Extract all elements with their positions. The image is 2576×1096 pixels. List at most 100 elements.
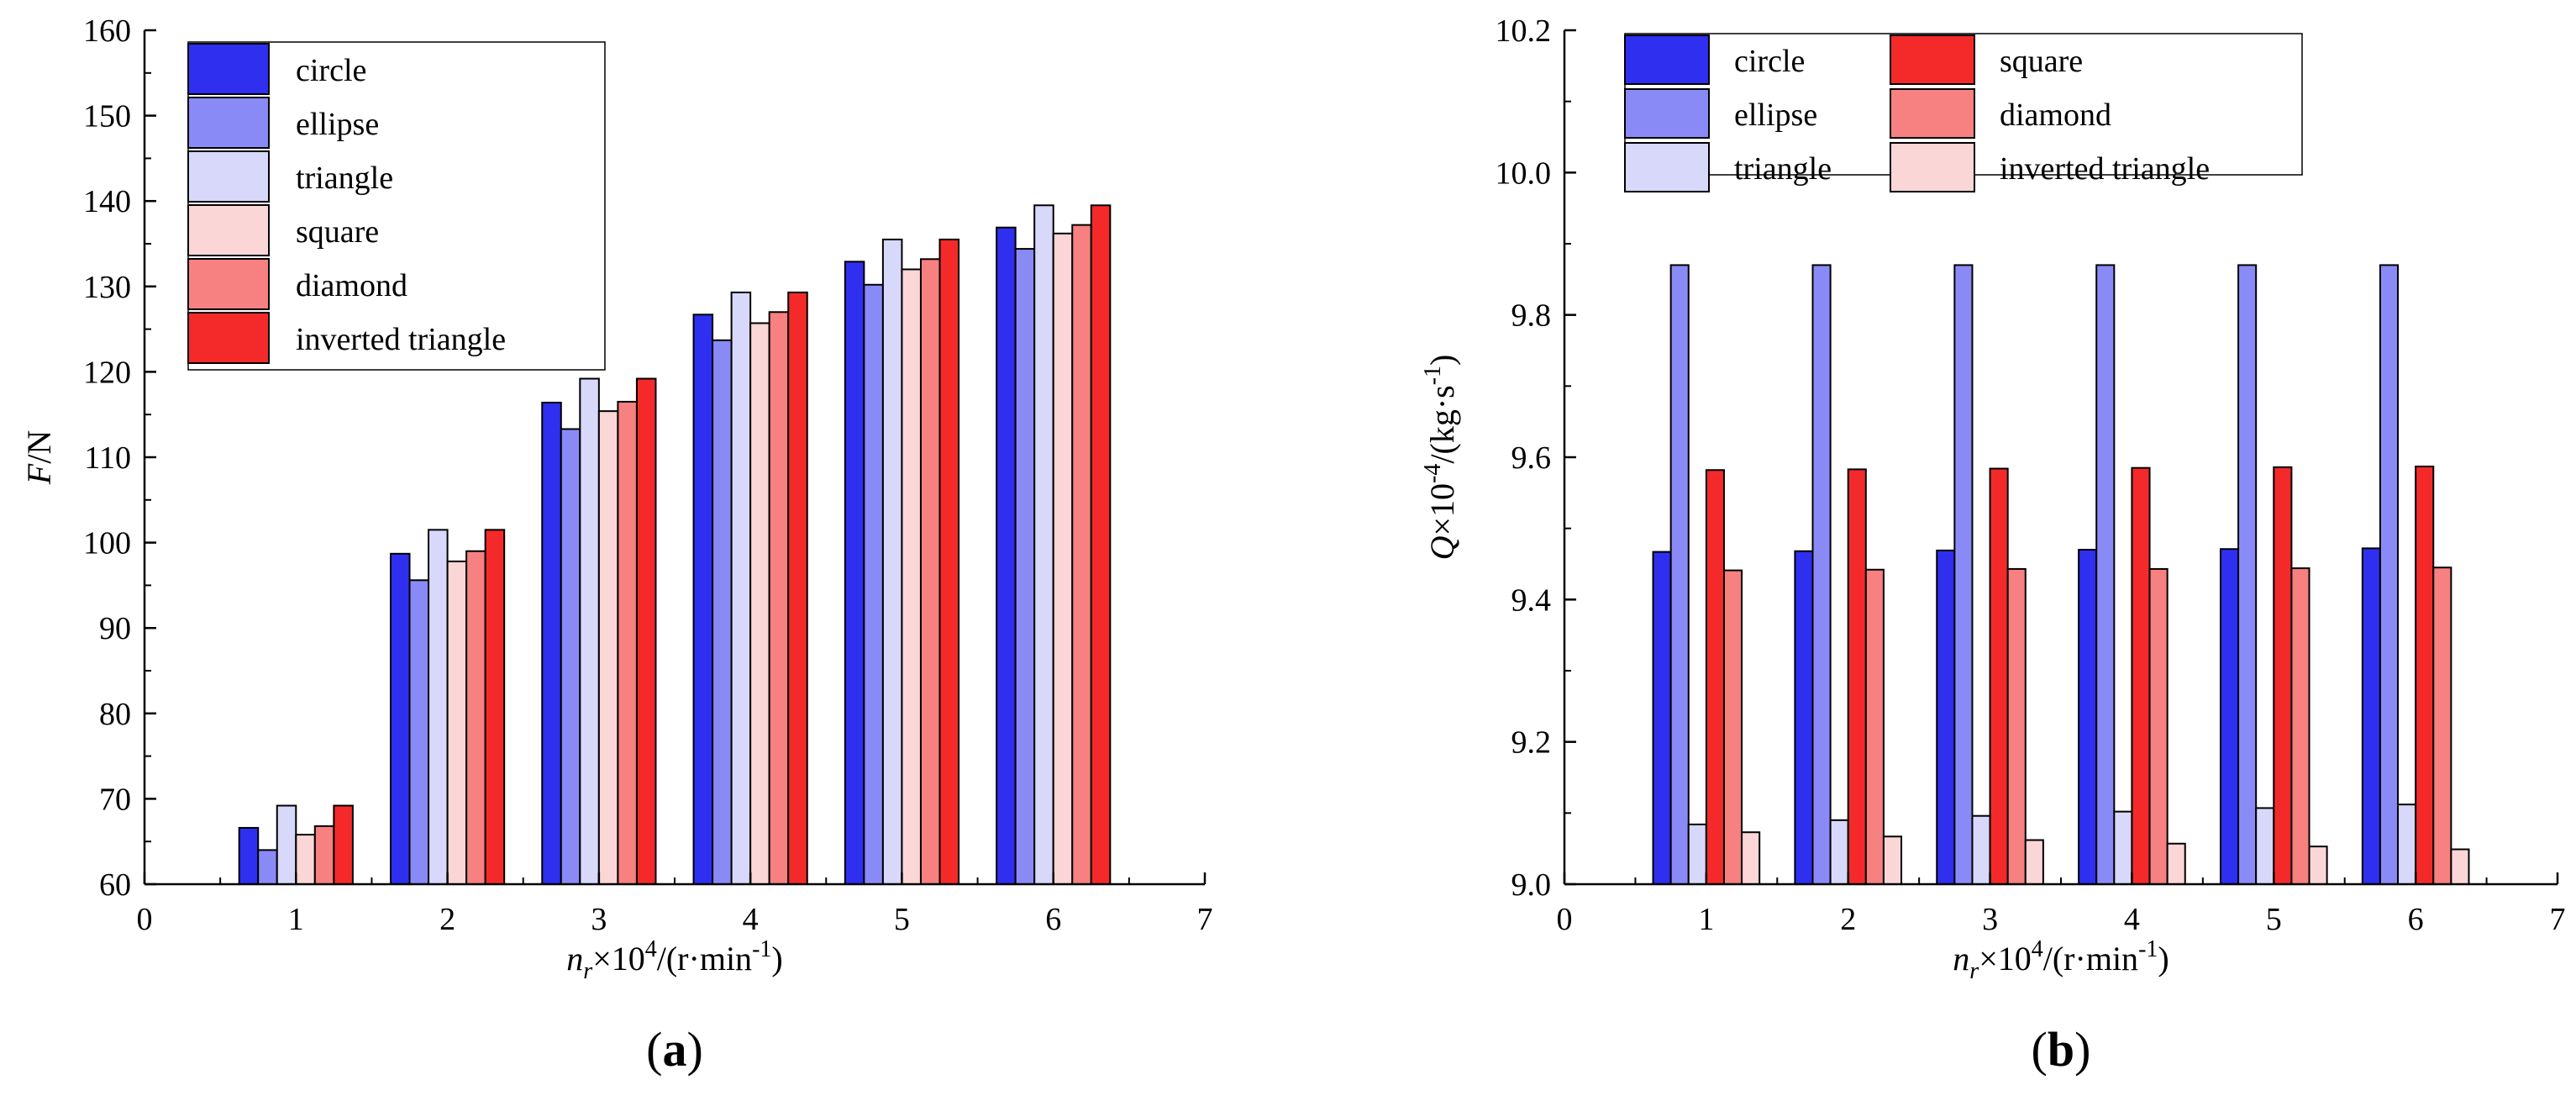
y-tick-label: 9.4: [1511, 582, 1552, 618]
bar-inverted-triangle-2: [1882, 835, 1903, 885]
x-label-exp: 4: [2032, 936, 2043, 962]
y-label-unit: /(kg·s: [1423, 385, 1461, 463]
bar-diamond-4: [2148, 567, 2169, 886]
x-label-exp: 4: [645, 936, 657, 962]
y-tick-label: 70: [99, 782, 131, 817]
x-label-var: n: [566, 940, 583, 977]
bar-circle-2: [389, 552, 411, 885]
bar-circle-4: [2078, 549, 2098, 885]
bar-triangle-5: [881, 238, 903, 886]
bar-circle-3: [1936, 549, 1956, 885]
y-tick-label: 120: [83, 355, 131, 390]
x-axis-label: nr×104/(r·min-1): [566, 936, 782, 984]
bar-circle-6: [996, 226, 1017, 886]
y-tick-label: 130: [83, 270, 131, 305]
x-tick-label: 0: [1557, 902, 1573, 937]
x-tick-label: 2: [1840, 902, 1856, 937]
bar-square-2: [1847, 468, 1867, 885]
x-tick-label: 1: [288, 902, 304, 937]
x-tick-label: 5: [2266, 902, 2282, 937]
y-tick-label: 9.0: [1511, 867, 1552, 903]
y-tick-label: 9.2: [1511, 725, 1552, 761]
x-tick-label: 4: [2124, 902, 2140, 937]
legend-swatch-square: [1890, 34, 1975, 85]
y-tick-label: 100: [83, 526, 131, 561]
y-axis-label: Q×10-4/(kg·s-1): [1420, 355, 1461, 561]
bar-triangle-1: [1687, 823, 1707, 886]
y-label-var: Q: [1423, 535, 1461, 560]
panel-label-letter: b: [2048, 1022, 2074, 1077]
bar-circle-2: [1794, 550, 1814, 885]
panel-label-open: (: [646, 1022, 662, 1077]
legend-label-square: square: [296, 214, 379, 250]
x-label-unit-exp: -1: [2138, 936, 2158, 962]
bar-inverted-triangle-3: [635, 377, 657, 885]
x-tick-label: 5: [894, 902, 910, 937]
legend-swatch-circle: [1624, 34, 1710, 85]
x-tick-label: 3: [1982, 902, 1998, 937]
bar-inverted-triangle-6: [1090, 204, 1112, 885]
bar-ellipse-3: [1953, 264, 1974, 885]
panel-label-close: ): [687, 1022, 703, 1077]
y-tick-label: 9.6: [1511, 440, 1552, 476]
bars-group: [1652, 264, 2470, 886]
x-label-unit-close: ): [2158, 940, 2169, 977]
bar-circle-1: [238, 826, 260, 885]
bar-diamond-3: [617, 400, 638, 885]
y-tick-label: 90: [99, 611, 131, 646]
bar-inverted-triangle-5: [2308, 846, 2328, 885]
bar-triangle-2: [428, 529, 449, 885]
bar-triangle-3: [579, 377, 600, 885]
x-label-mid: ×10: [1979, 940, 2032, 977]
bar-ellipse-4: [2095, 264, 2116, 885]
y-label-unit: /N: [20, 430, 58, 464]
bar-square-6: [1052, 232, 1074, 886]
legend-label-triangle: triangle: [296, 161, 393, 196]
y-tick-label: 60: [99, 867, 131, 903]
bar-inverted-triangle-1: [1741, 831, 1761, 886]
bar-diamond-4: [768, 311, 790, 885]
legend-label-ellipse: ellipse: [1734, 97, 1817, 133]
bar-circle-5: [844, 261, 865, 885]
bar-inverted-triangle-2: [484, 529, 506, 885]
bar-triangle-2: [1829, 819, 1849, 885]
x-tick-label: 3: [591, 902, 607, 937]
bar-diamond-1: [1722, 569, 1743, 885]
legend-swatch-square: [187, 204, 270, 256]
panel-label-letter: a: [663, 1022, 687, 1077]
bar-triangle-1: [276, 804, 297, 886]
bar-triangle-4: [730, 291, 752, 885]
x-axis-label: nr×104/(r·min-1): [1953, 936, 2169, 984]
x-label-sub: r: [583, 958, 592, 984]
bar-ellipse-3: [560, 428, 581, 885]
y-tick-label: 160: [83, 13, 131, 49]
bar-circle-4: [692, 314, 714, 885]
legend-swatch-ellipse: [1624, 88, 1710, 139]
bar-square-4: [2131, 466, 2151, 885]
x-tick-label: 7: [1197, 902, 1213, 937]
x-tick-label: 0: [137, 902, 153, 937]
y-tick-label: 10.2: [1496, 13, 1552, 49]
bar-diamond-6: [2432, 566, 2452, 885]
bar-diamond-1: [313, 825, 335, 885]
bar-inverted-triangle-1: [333, 804, 354, 886]
y-tick-label: 110: [84, 440, 131, 476]
x-tick-label: 7: [2550, 902, 2566, 937]
x-label-mid: ×10: [592, 940, 645, 977]
y-tick-label: 150: [83, 99, 131, 134]
bar-ellipse-2: [408, 579, 430, 886]
bar-square-2: [446, 560, 468, 886]
legend-label-inverted-triangle: inverted triangle: [2000, 151, 2210, 187]
bar-square-4: [749, 322, 770, 886]
bar-inverted-triangle-4: [787, 291, 808, 885]
bar-diamond-2: [1864, 568, 1885, 885]
chart-panel-a: 60 70 80 90 100 110 120 130 140 150 160 0 1 2 3 4 5 6 7 nr×…: [20, 13, 1213, 1077]
y-label-exp: -4: [1420, 464, 1446, 483]
bar-ellipse-6: [2379, 264, 2400, 885]
legend: circle ellipse triangle square diamond invert…: [187, 41, 606, 371]
x-tick-label: 4: [743, 902, 759, 937]
bar-ellipse-5: [2237, 264, 2258, 885]
bar-inverted-triangle-4: [2166, 842, 2186, 885]
legend: circle ellipse triangle square diamond invert…: [1624, 33, 2303, 192]
